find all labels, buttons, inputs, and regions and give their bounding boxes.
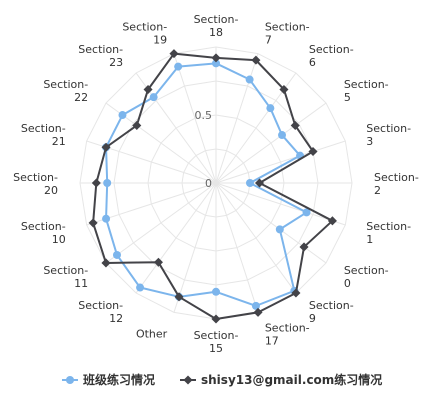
legend-label: 班级练习情况 [83, 372, 155, 387]
data-point[interactable] [245, 75, 254, 84]
grid-spoke [215, 182, 346, 226]
data-point[interactable] [279, 84, 289, 95]
category-label: Section-9 [309, 299, 354, 325]
grid-spoke [173, 182, 217, 313]
category-label: Section-3 [366, 122, 411, 148]
data-point[interactable] [174, 62, 183, 71]
category-label: Section-6 [309, 43, 354, 69]
data-point[interactable] [246, 179, 254, 187]
radial-tick-label: 0 [205, 177, 212, 190]
legend-label: shisy13@gmail.com练习情况 [201, 372, 382, 387]
data-point[interactable] [290, 120, 300, 130]
data-point[interactable] [302, 208, 311, 217]
data-point[interactable] [112, 250, 121, 259]
data-point[interactable] [251, 301, 260, 310]
data-point[interactable] [266, 104, 275, 113]
radar-series [88, 49, 337, 324]
category-label: Section-12 [78, 299, 123, 325]
category-label: Section-7 [265, 21, 310, 47]
legend-marker [183, 375, 193, 385]
grid-spoke [105, 182, 217, 264]
category-label: Section-22 [43, 78, 88, 104]
category-label: Section-17 [265, 321, 310, 347]
category-label: Section-19 [122, 21, 167, 47]
category-label: Section-23 [78, 43, 123, 69]
grid-spoke [215, 182, 327, 264]
category-label: Section-5 [344, 78, 389, 104]
grid-spoke [215, 102, 327, 184]
data-point[interactable] [212, 287, 220, 296]
category-label: Section-15 [194, 329, 239, 355]
category-label: Section-20 [13, 171, 58, 197]
legend-item-0[interactable]: 班级练习情况 [62, 372, 155, 387]
category-label: Section-0 [344, 264, 389, 290]
data-point[interactable] [149, 93, 158, 102]
data-point[interactable] [211, 314, 221, 324]
grid-spoke [215, 53, 259, 184]
data-point[interactable] [103, 179, 112, 187]
radial-tick-label: 0.5 [195, 109, 213, 122]
grid-spoke [135, 182, 217, 294]
data-point[interactable] [254, 178, 265, 188]
grid-spoke [173, 53, 217, 184]
data-point[interactable] [212, 59, 220, 68]
data-point[interactable] [91, 178, 101, 188]
legend-item-1[interactable]: shisy13@gmail.com练习情况 [180, 372, 382, 387]
category-label: Section-11 [43, 264, 88, 290]
category-label: Section-10 [21, 220, 66, 246]
data-point[interactable] [102, 214, 111, 223]
data-point[interactable] [253, 307, 263, 317]
data-point[interactable] [153, 257, 163, 267]
data-point[interactable] [278, 131, 287, 140]
data-point[interactable] [101, 258, 111, 268]
radial-tick-labels: 00.5 [195, 109, 213, 190]
legend[interactable]: 班级练习情况 shisy13@gmail.com练习情况 [62, 372, 382, 387]
data-point[interactable] [275, 225, 284, 234]
radar-grid [79, 46, 353, 320]
data-point[interactable] [88, 218, 98, 228]
legend-marker [66, 376, 74, 384]
category-label: Section-2 [374, 171, 419, 197]
data-point[interactable] [174, 292, 184, 302]
category-label: Section-21 [21, 122, 66, 148]
series-line [92, 52, 334, 320]
grid-spoke [215, 140, 346, 184]
data-point[interactable] [211, 53, 221, 63]
category-label: Other [136, 327, 168, 340]
category-label: Section-18 [194, 13, 239, 39]
category-label: Section-1 [366, 220, 411, 246]
data-point[interactable] [136, 283, 145, 292]
grid-spoke [215, 182, 259, 313]
data-point[interactable] [308, 146, 318, 157]
data-point[interactable] [118, 111, 127, 120]
data-point[interactable] [101, 142, 111, 152]
grid-spoke [215, 182, 297, 294]
